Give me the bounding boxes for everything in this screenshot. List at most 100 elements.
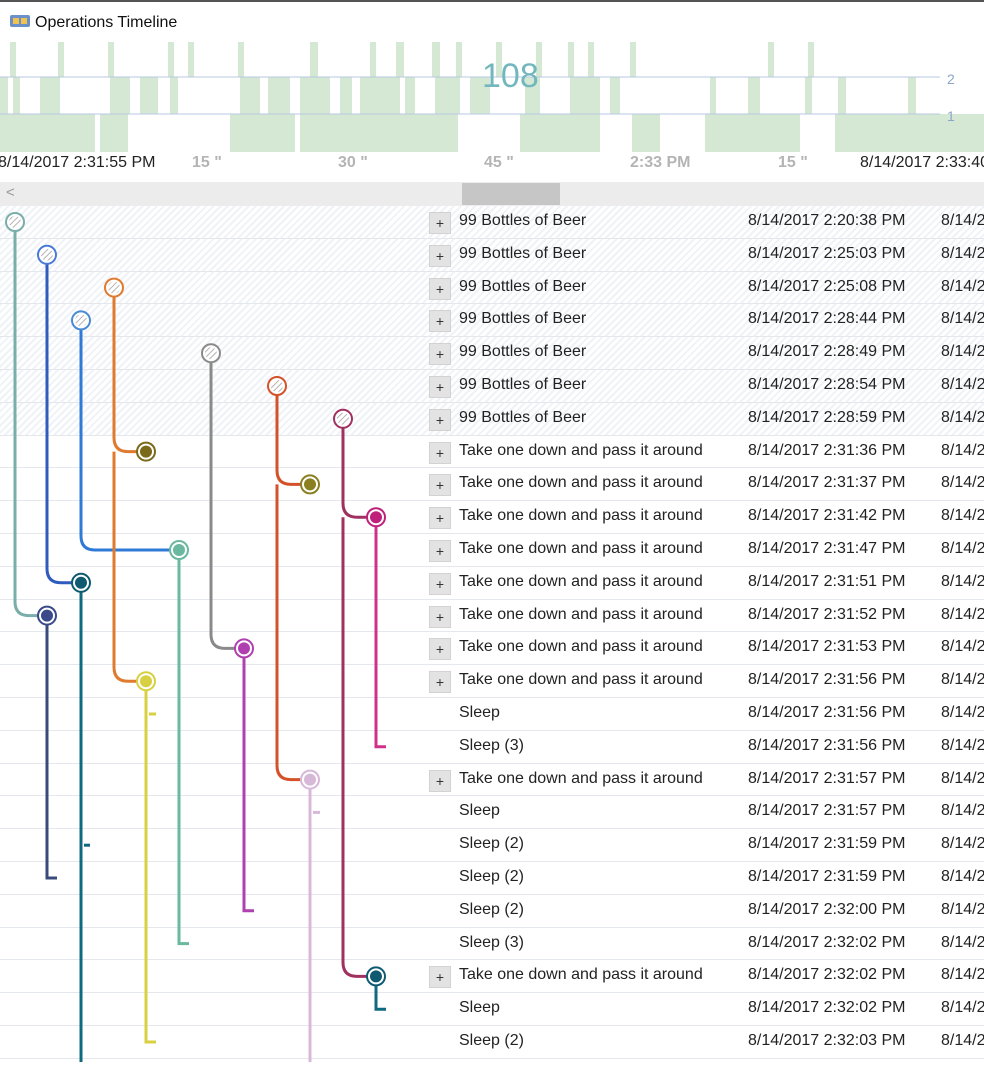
operation-row[interactable]: Sleep (2) 8/14/2017 2:32:00 PM 8/14/2	[0, 895, 984, 928]
operation-row[interactable]: Sleep (2) 8/14/2017 2:31:59 PM 8/14/2	[0, 862, 984, 895]
operation-name: 99 Bottles of Beer	[459, 343, 587, 361]
expand-button[interactable]: +	[429, 540, 451, 562]
operation-line	[45, 615, 57, 880]
operation-row[interactable]: Sleep (2) 8/14/2017 2:31:59 PM 8/14/2	[0, 829, 984, 862]
expand-button[interactable]: +	[429, 343, 451, 366]
operation-end-time: 8/14/2	[941, 704, 984, 721]
operation-start-time: 8/14/2017 2:20:38 PM	[748, 212, 906, 229]
operation-row[interactable]: Sleep (3) 8/14/2017 2:31:56 PM 8/14/2	[0, 731, 984, 764]
operation-start-time: 8/14/2017 2:31:47 PM	[748, 540, 906, 557]
expand-button[interactable]: +	[429, 605, 451, 628]
histogram-bar	[40, 77, 60, 114]
operation-row[interactable]: + Take one down and pass it around 8/14/20…	[0, 534, 984, 567]
operation-name: Take one down and pass it around	[459, 605, 703, 623]
operation-row[interactable]: Sleep (2) 8/14/2017 2:32:03 PM 8/14/2	[0, 1026, 984, 1059]
histogram-bar	[108, 42, 114, 77]
expand-button[interactable]: +	[429, 408, 451, 431]
operation-name: Take one down and pass it around	[459, 966, 703, 984]
histogram-bar	[748, 77, 760, 114]
histogram-bar	[396, 42, 404, 77]
operation-line	[374, 517, 386, 749]
histogram-bar	[632, 114, 660, 152]
window-title: Operations Timeline	[35, 14, 178, 31]
operation-row[interactable]: + Take one down and pass it around 8/14/20…	[0, 567, 984, 600]
operation-row[interactable]: Sleep 8/14/2017 2:31:56 PM 8/14/2	[0, 698, 984, 731]
histogram-bar	[240, 77, 260, 114]
histogram-bar	[300, 114, 458, 152]
operation-row[interactable]: + Take one down and pass it around 8/14/20…	[0, 501, 984, 534]
operation-start-time: 8/14/2017 2:31:59 PM	[748, 868, 906, 885]
tick-label-0: 8/14/2017 2:31:55 PM	[0, 154, 156, 171]
operation-name: Sleep (2)	[459, 868, 524, 885]
expand-button[interactable]: +	[429, 310, 451, 333]
scroll-left-arrow[interactable]: <	[6, 184, 15, 201]
operation-name: Sleep	[459, 999, 500, 1017]
operation-row[interactable]: +99 Bottles of Beer 8/14/2017 2:25:08 PM 8…	[0, 271, 984, 305]
operation-name: Take one down and pass it around	[459, 540, 703, 557]
histogram-bar	[100, 114, 128, 152]
horizontal-scrollbar[interactable]: <	[0, 182, 984, 206]
operations-grid: +99 Bottles of Beer 8/14/2017 2:20:38 PM 8…	[0, 206, 984, 1062]
expand-button[interactable]: +	[429, 441, 451, 464]
start-node-fill	[41, 248, 53, 261]
operation-name: Sleep	[459, 704, 500, 721]
lane-connector	[275, 484, 310, 782]
operation-count: 108	[482, 57, 539, 95]
operation-row[interactable]: +99 Bottles of Beer 8/14/2017 2:28:59 PM 8…	[0, 402, 984, 436]
expand-button[interactable]: +	[429, 671, 451, 694]
operation-row[interactable]: +99 Bottles of Beer 8/14/2017 2:25:03 PM 8…	[0, 238, 984, 272]
expand-button[interactable]: +	[429, 966, 451, 989]
operation-name: Take one down and pass it around	[459, 474, 703, 492]
operation-node-fill	[75, 576, 87, 589]
operation-end-time: 8/14/2	[941, 376, 984, 393]
operation-row[interactable]: + Take one down and pass it around 8/14/20…	[0, 632, 984, 666]
operation-row[interactable]: Sleep 8/14/2017 2:31:57 PM 8/14/2	[0, 796, 984, 830]
tick-label-6: 8/14/2017 2:33:40	[860, 154, 984, 171]
operation-start-time: 8/14/2017 2:31:53 PM	[748, 638, 906, 656]
expand-button[interactable]: +	[429, 474, 451, 497]
histogram-bar	[0, 77, 8, 114]
histogram-bar	[370, 42, 376, 77]
operation-row[interactable]: Sleep (3) 8/14/2017 2:32:02 PM 8/14/2	[0, 928, 984, 961]
operation-row[interactable]: + Take one down and pass it around 8/14/20…	[0, 960, 984, 994]
operation-start-time: 8/14/2017 2:25:03 PM	[748, 244, 906, 262]
expand-button[interactable]: +	[429, 507, 451, 530]
start-node-fill	[108, 281, 120, 294]
operation-row[interactable]: + Take one down and pass it around 8/14/20…	[0, 600, 984, 633]
histogram-bar	[610, 77, 620, 114]
expand-button[interactable]: +	[429, 376, 451, 398]
operation-start-time: 8/14/2017 2:28:44 PM	[748, 310, 906, 328]
lane-connector	[112, 287, 146, 454]
expand-button[interactable]: +	[429, 277, 451, 300]
operation-row[interactable]: +99 Bottles of Beer 8/14/2017 2:28:49 PM 8…	[0, 337, 984, 370]
tick-label-5: 15 "	[778, 154, 808, 171]
operation-end-time: 8/14/2	[941, 540, 984, 557]
histogram-bar	[238, 42, 244, 77]
expand-button[interactable]: +	[429, 638, 451, 661]
operation-row[interactable]: + Take one down and pass it around 8/14/20…	[0, 764, 984, 797]
operation-row[interactable]: +99 Bottles of Beer 8/14/2017 2:28:44 PM 8…	[0, 304, 984, 338]
operation-row[interactable]: + Take one down and pass it around 8/14/20…	[0, 436, 984, 469]
expand-button[interactable]: +	[429, 769, 451, 792]
operation-node-fill	[370, 511, 382, 524]
operation-row[interactable]: Sleep 8/14/2017 2:32:02 PM 8/14/2	[0, 993, 984, 1026]
operation-start-time: 8/14/2017 2:25:08 PM	[748, 277, 906, 295]
histogram-bar	[525, 77, 540, 114]
operation-name: 99 Bottles of Beer	[459, 310, 587, 328]
expand-button[interactable]: +	[429, 572, 451, 595]
operation-row[interactable]: +99 Bottles of Beer 8/14/2017 2:28:54 PM 8…	[0, 370, 984, 403]
operation-row[interactable]: + Take one down and pass it around 8/14/20…	[0, 665, 984, 698]
histogram-bar	[110, 77, 130, 114]
operation-row[interactable]: + Take one down and pass it around 8/14/20…	[0, 468, 984, 502]
expand-button[interactable]: +	[429, 244, 451, 267]
operation-start-time: 8/14/2017 2:31:56 PM	[748, 671, 906, 689]
operation-end-time: 8/14/2	[941, 605, 984, 623]
operation-name: Sleep	[459, 802, 500, 820]
histogram-bar	[0, 114, 95, 152]
operation-start-time: 8/14/2017 2:31:52 PM	[748, 605, 906, 623]
expand-button[interactable]: +	[429, 212, 451, 234]
operation-row[interactable]: +99 Bottles of Beer 8/14/2017 2:20:38 PM 8…	[0, 206, 984, 239]
scrollbar-thumb[interactable]	[462, 183, 560, 205]
operation-name: Take one down and pass it around	[459, 572, 703, 590]
